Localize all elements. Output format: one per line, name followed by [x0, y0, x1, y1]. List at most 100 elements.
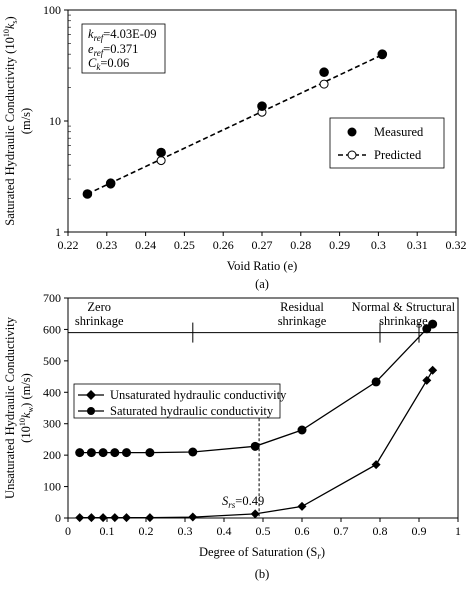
- unsaturated-point: [250, 509, 260, 519]
- panel-a-x-tick-label: 0.31: [407, 238, 428, 252]
- unsaturated-point: [297, 501, 307, 511]
- unsaturated-point: [422, 375, 432, 385]
- annotation-eref: eref=0.371: [88, 42, 138, 58]
- zone-label-line2: shrinkage: [75, 314, 124, 328]
- zone-label-line1: Zero: [87, 300, 111, 314]
- predicted-point: [319, 79, 329, 89]
- measured-point: [82, 189, 93, 199]
- panel-a-x-ticks: 0.22 0.23 0.24 0.25 0.26 0.27 0.28 0.29 0.3 0.31 0…: [58, 232, 467, 252]
- legend-unsat-label: Unsaturated hydraulic conductivity: [110, 388, 287, 402]
- measured-point: [257, 101, 267, 111]
- annotation-ck: Ck=0.06: [88, 56, 129, 72]
- panel-a-x-tick-label: 0.3: [371, 238, 386, 252]
- annotation-kref: kref=4.03E-09: [88, 27, 156, 43]
- saturated-point: [297, 425, 307, 435]
- panel-a-y-ticks: 1 10 100: [43, 3, 71, 239]
- panel-b-x-tick-label: 0.2: [139, 524, 154, 538]
- unsaturated-point: [86, 513, 96, 523]
- legend-predicted-marker: [347, 150, 357, 160]
- legend-sat-label: Saturated hydraulic conductivity: [110, 404, 274, 418]
- legend-sat-marker: [87, 407, 95, 415]
- panel-a-y-axis-label-line1: Saturated Hydraulic Conductivity (1010ks…: [2, 16, 19, 225]
- panel-b-y-tick-label: 100: [43, 480, 61, 494]
- panel-a-y-tick-label: 100: [43, 3, 61, 17]
- unsaturated-point: [110, 513, 120, 523]
- panel-b-x-tick-label: 0.3: [178, 524, 193, 538]
- panel-b-x-tick-label: 0.4: [217, 524, 232, 538]
- measured-point: [105, 178, 116, 189]
- predicted-point: [156, 156, 166, 166]
- unsaturated-point: [75, 513, 85, 523]
- panel-a-x-tick-label: 0.23: [96, 238, 117, 252]
- legend-frame: [73, 383, 281, 419]
- panel-a-x-tick-label: 0.32: [446, 238, 467, 252]
- panel-b-x-tick-label: 0.8: [373, 524, 388, 538]
- annotation-frame: [81, 23, 166, 74]
- saturated-point: [75, 448, 85, 458]
- panel-a-chart: 0.22 0.23 0.24 0.25 0.26 0.27 0.28 0.29 0.3 0.31 0…: [2, 3, 467, 291]
- panel-b-chart: 0 0.1 0.2 0.3 0.4 0.5 0.6 0.7 0.8 0.9 1 0 100 200 300…: [3, 291, 461, 581]
- measured-point: [319, 67, 329, 78]
- panel-a-y-axis-label-line2: (m/s): [19, 108, 33, 134]
- saturated-point: [110, 448, 120, 458]
- panel-a-x-tick-label: 0.27: [252, 238, 273, 252]
- zone-label-line2: shrinkage: [278, 314, 327, 328]
- predicted-trend-line: [87, 54, 383, 195]
- legend-predicted-label: Predicted: [374, 148, 422, 162]
- panel-a-x-tick-label: 0.29: [329, 238, 350, 252]
- panel-b-y-tick-label: 700: [43, 291, 61, 305]
- zone-label-line1: Residual: [280, 300, 324, 314]
- unsaturated-point: [428, 365, 438, 375]
- panel-b-y-axis-label-line1: Unsaturated Hydraulic Conductivity: [3, 316, 17, 499]
- saturated-point: [188, 447, 198, 457]
- panel-b-x-tick-label: 0: [65, 524, 71, 538]
- panel-b-x-tick-label: 0.9: [412, 524, 427, 538]
- panel-b-x-tick-label: 0.7: [334, 524, 349, 538]
- measured-point: [377, 49, 388, 59]
- panel-b-y-tick-label: 400: [43, 385, 61, 399]
- panel-a-series: [82, 49, 388, 199]
- panel-b-y-axis-label-line2: (1010kw) (m/s): [18, 373, 35, 443]
- panel-b-y-tick-label: 500: [43, 354, 61, 368]
- panel-b-x-tick-label: 0.6: [295, 524, 310, 538]
- unsaturated-point: [371, 460, 381, 470]
- saturated-point: [122, 448, 131, 458]
- saturated-point: [145, 448, 155, 458]
- legend-measured-label: Measured: [374, 125, 424, 139]
- panel-a-y-tick-label: 1: [55, 225, 61, 239]
- srs-label: Srs=0.49: [222, 494, 264, 510]
- measured-point: [156, 147, 166, 158]
- panel-a-y-tick-label: 10: [49, 114, 61, 128]
- panel-a-x-tick-label: 0.24: [135, 238, 156, 252]
- panel-a-caption: (a): [255, 277, 269, 291]
- panel-a-x-tick-label: 0.25: [174, 238, 195, 252]
- panel-a-x-tick-label: 0.28: [290, 238, 311, 252]
- saturated-point: [86, 448, 96, 458]
- panel-b-x-ticks: 0 0.1 0.2 0.3 0.4 0.5 0.6 0.7 0.8 0.9 1: [65, 518, 461, 538]
- saturated-point: [98, 448, 108, 458]
- panel-b-y-tick-label: 300: [43, 417, 61, 431]
- panel-a-annotation-box: kref=4.03E-09 eref=0.371 Ck=0.06: [81, 23, 166, 74]
- unsaturated-point: [145, 513, 155, 523]
- zone-label-line2: shrinkage: [379, 314, 428, 328]
- zone-label-line1: Normal & Structural: [352, 300, 456, 314]
- panel-b-x-tick-label: 0.5: [256, 524, 271, 538]
- panel-b-y-tick-label: 600: [43, 322, 61, 336]
- panel-b-y-tick-label: 0: [55, 511, 61, 525]
- panel-b-x-tick-label: 0.1: [100, 524, 115, 538]
- unsaturated-point: [122, 513, 131, 523]
- panel-a-legend: Measured Predicted: [329, 117, 445, 169]
- saturated-point: [371, 377, 381, 387]
- unsaturated-point: [188, 512, 198, 522]
- saturated-point: [250, 441, 260, 451]
- panel-b-caption: (b): [255, 567, 270, 581]
- panel-b-y-tick-label: 200: [43, 448, 61, 462]
- legend-measured-marker: [347, 127, 357, 137]
- panel-b-series: [75, 319, 438, 523]
- panel-b-legend: Unsaturated hydraulic conductivity Satur…: [73, 383, 287, 419]
- panel-b-y-ticks: 0 100 200 300 400 500 600 700: [43, 291, 68, 525]
- panel-b-x-axis-label: Degree of Saturation (Sr): [199, 545, 325, 561]
- panel-a-x-tick-label: 0.26: [213, 238, 234, 252]
